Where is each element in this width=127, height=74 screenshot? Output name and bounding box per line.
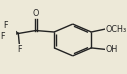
Text: O: O [33,9,39,18]
Text: F: F [17,45,22,54]
Text: OH: OH [106,45,118,54]
Text: OCH₃: OCH₃ [106,25,127,34]
Text: F: F [3,21,7,30]
Text: F: F [0,32,4,41]
